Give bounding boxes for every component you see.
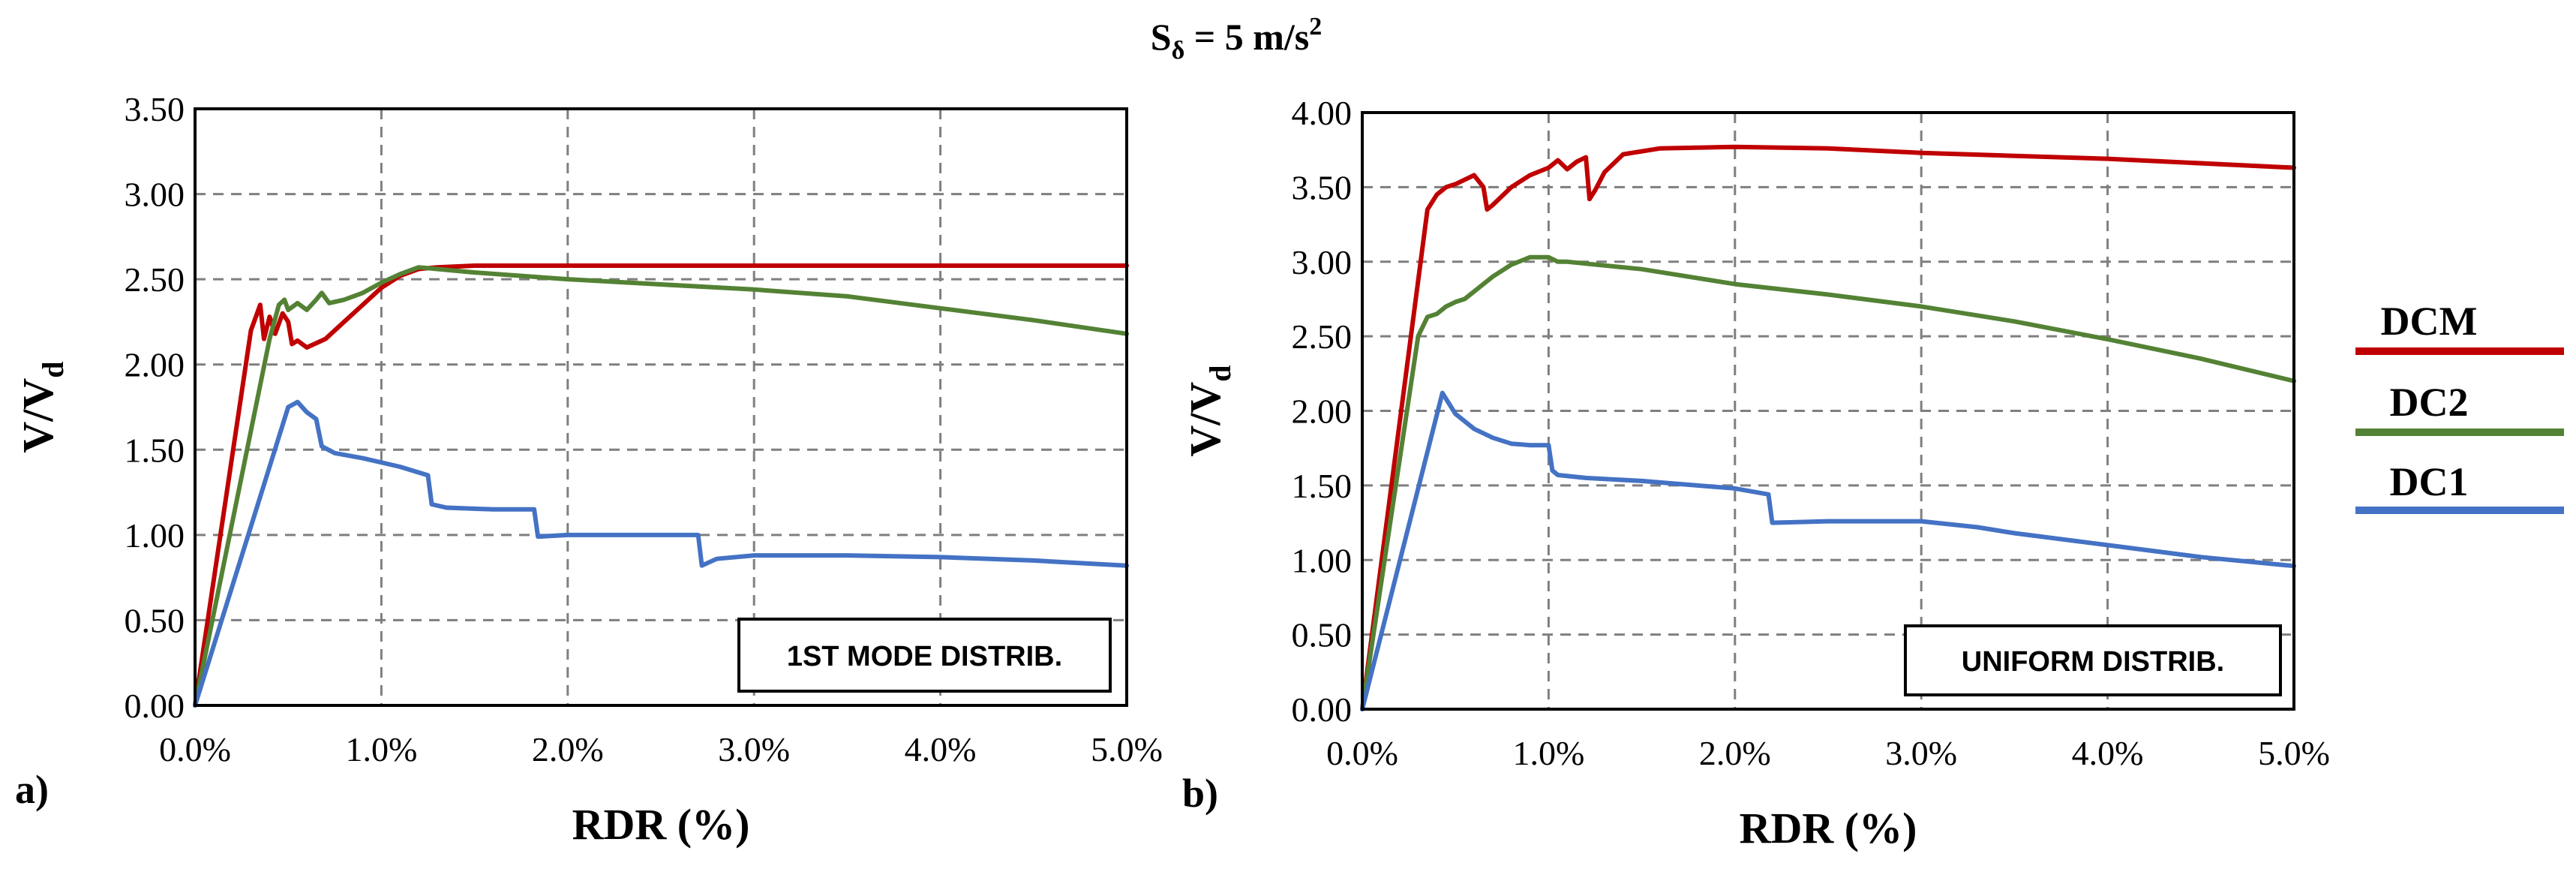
y-axis-title-sub: d bbox=[36, 361, 70, 377]
plot-frame-b bbox=[1361, 111, 2295, 711]
y-axis-title-main: V/V bbox=[1181, 382, 1229, 457]
x-tick-label-a: 1.0% bbox=[345, 730, 417, 768]
y-tick-label-a: 1.00 bbox=[125, 516, 185, 555]
y-tick-label-b: 4.00 bbox=[1292, 94, 1353, 132]
y-tick-label-b: 2.00 bbox=[1292, 392, 1353, 431]
series-line-dcm-b bbox=[1360, 144, 2296, 711]
y-tick-label-a: 0.50 bbox=[125, 601, 185, 639]
distribution-box-a bbox=[737, 618, 1112, 693]
y-tick-label-a: 2.50 bbox=[125, 260, 185, 299]
x-tick-label-b: 4.0% bbox=[2072, 734, 2144, 772]
chart-panel-b: 0.00 0.50 1.00 1.50 2.00 2.50 3.00 3.50 4.00 0.0%… bbox=[1181, 94, 2330, 852]
y-axis-title-main: V/V bbox=[14, 378, 62, 453]
x-tick-label-a: 2.0% bbox=[532, 730, 604, 768]
y-axis-title-sub: d bbox=[1203, 365, 1237, 381]
y-tick-label-a: 3.50 bbox=[125, 90, 185, 128]
distribution-label-b: UNIFORM DISTRIB. bbox=[1962, 646, 2224, 678]
x-tick-label-b: 0.0% bbox=[1326, 734, 1398, 772]
distribution-box-b bbox=[1904, 624, 2282, 696]
panel-label-a: a) bbox=[15, 767, 49, 812]
plot-area-a bbox=[195, 109, 1127, 705]
legend: DCM DC2 DC1 bbox=[2355, 299, 2564, 514]
y-axis-title-a: V/Vd bbox=[14, 361, 70, 453]
x-axis-title-a: RDR (%) bbox=[572, 800, 750, 849]
series-line-dc1-b bbox=[1360, 390, 2296, 711]
legend-entry-dc1: DC1 bbox=[2355, 459, 2564, 514]
x-tick-label-b: 5.0% bbox=[2258, 734, 2330, 772]
figure-title-main: S bbox=[1151, 16, 1172, 58]
x-tick-label-a: 0.0% bbox=[159, 730, 231, 768]
y-axis-title-b: V/Vd bbox=[1181, 365, 1237, 456]
chart-panel-a: 0.00 0.50 1.00 1.50 2.00 2.50 3.00 3.50 0.0% 1.0%… bbox=[14, 90, 1163, 849]
series-line-dcm-a bbox=[193, 263, 1129, 708]
legend-label-dc1: DC1 bbox=[2390, 459, 2469, 504]
y-tick-label-a: 2.00 bbox=[125, 346, 185, 384]
y-tick-label-b: 0.00 bbox=[1292, 690, 1353, 729]
y-tick-label-a: 1.50 bbox=[125, 431, 185, 469]
x-axis-title-b: RDR (%) bbox=[1740, 804, 1917, 852]
panel-label-b: b) bbox=[1182, 771, 1218, 816]
y-tick-label-a: 3.00 bbox=[125, 176, 185, 214]
y-tick-label-a: 0.00 bbox=[125, 687, 185, 725]
legend-entry-dc2: DC2 bbox=[2355, 380, 2564, 436]
legend-entry-dcm: DCM bbox=[2355, 299, 2564, 355]
legend-label-dc2: DC2 bbox=[2390, 380, 2469, 425]
distribution-label-a: 1ST MODE DISTRIB. bbox=[787, 641, 1062, 672]
x-tick-label-a: 5.0% bbox=[1091, 730, 1163, 768]
legend-label-dcm: DCM bbox=[2381, 299, 2478, 344]
y-tick-label-b: 1.50 bbox=[1292, 467, 1353, 505]
y-tick-label-b: 1.00 bbox=[1292, 541, 1353, 579]
y-tick-label-b: 0.50 bbox=[1292, 616, 1353, 654]
y-tick-label-b: 3.50 bbox=[1292, 168, 1353, 206]
x-tick-label-a: 3.0% bbox=[718, 730, 790, 768]
x-tick-label-b: 1.0% bbox=[1512, 734, 1584, 772]
series-line-dc1-a bbox=[193, 399, 1129, 708]
series-line-dc2-b bbox=[1360, 254, 2296, 711]
series-line-dc2-a bbox=[193, 265, 1129, 708]
figure-title: Sδ = 5 m/s2 bbox=[1151, 13, 1322, 65]
plot-frame-a bbox=[194, 107, 1128, 707]
figure-title-sup: 2 bbox=[1309, 13, 1322, 41]
x-tick-label-a: 4.0% bbox=[905, 730, 977, 768]
figure-title-sub: δ bbox=[1172, 37, 1185, 65]
y-tick-label-b: 2.50 bbox=[1292, 317, 1353, 356]
plot-area-b bbox=[1362, 113, 2294, 709]
x-tick-label-b: 3.0% bbox=[1885, 734, 1957, 772]
x-tick-label-b: 2.0% bbox=[1699, 734, 1771, 772]
figure-title-rest: = 5 m/s bbox=[1184, 16, 1309, 58]
y-tick-label-b: 3.00 bbox=[1292, 243, 1353, 281]
